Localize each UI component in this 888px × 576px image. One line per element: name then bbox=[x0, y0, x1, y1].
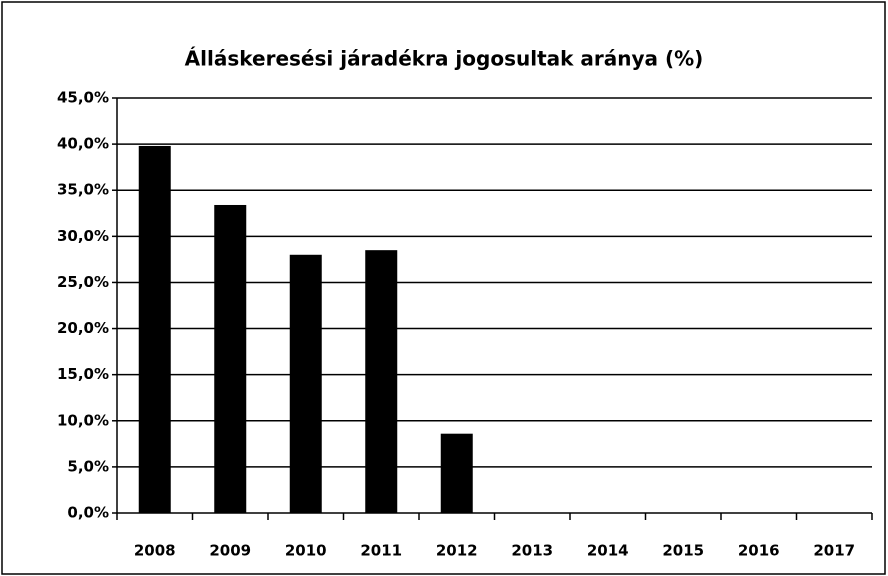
y-tick-label: 15,0% bbox=[57, 365, 109, 383]
bar bbox=[138, 145, 171, 513]
x-tick-label: 2009 bbox=[209, 542, 251, 560]
y-tick-label: 0,0% bbox=[67, 504, 109, 522]
bar bbox=[365, 250, 398, 513]
x-tick-label: 2014 bbox=[587, 542, 629, 560]
y-tick-label: 20,0% bbox=[57, 319, 109, 337]
y-tick-label: 10,0% bbox=[57, 411, 109, 429]
bar bbox=[214, 204, 247, 513]
x-tick-label: 2008 bbox=[134, 542, 176, 560]
y-tick-label: 35,0% bbox=[57, 181, 109, 199]
y-tick-label: 5,0% bbox=[67, 457, 109, 475]
x-tick-label: 2011 bbox=[360, 542, 402, 560]
x-tick-label: 2010 bbox=[285, 542, 327, 560]
x-tick-label: 2012 bbox=[436, 542, 478, 560]
bar bbox=[289, 254, 322, 513]
bar bbox=[440, 433, 473, 513]
y-tick-label: 40,0% bbox=[57, 135, 109, 153]
x-tick-label: 2015 bbox=[662, 542, 704, 560]
x-tick-label: 2017 bbox=[813, 542, 855, 560]
x-tick-label: 2013 bbox=[511, 542, 553, 560]
chart-title: Álláskeresési járadékra jogosultak arány… bbox=[185, 47, 704, 71]
y-tick-label: 30,0% bbox=[57, 227, 109, 245]
x-tick-label: 2016 bbox=[738, 542, 780, 560]
y-tick-label: 25,0% bbox=[57, 273, 109, 291]
y-tick-label: 45,0% bbox=[57, 89, 109, 107]
